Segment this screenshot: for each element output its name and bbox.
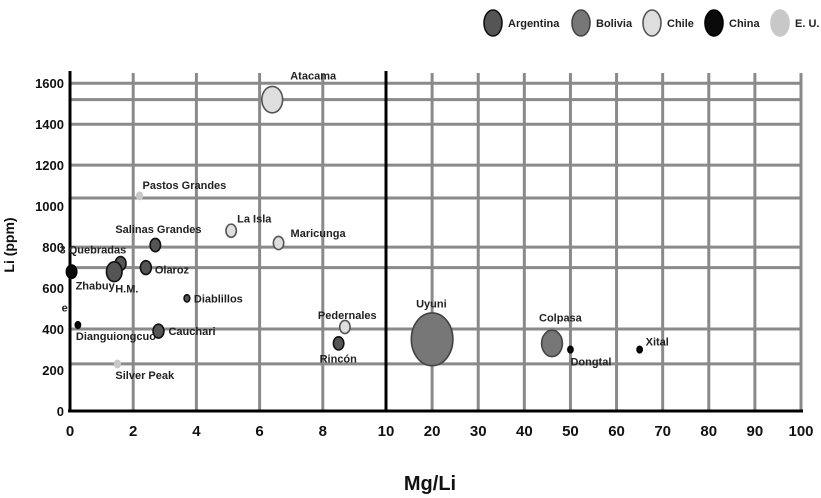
point-h-m- — [105, 261, 123, 283]
x-tick-label: 100 — [788, 423, 813, 440]
point-label: Pastos Grandes — [143, 180, 227, 192]
y-tick-label: 1400 — [35, 117, 64, 132]
legend-label: China — [729, 18, 760, 30]
x-tick-label: 90 — [747, 423, 764, 440]
x-axis-title: Mg/Li — [404, 473, 456, 495]
point-labels: Atacama Pastos Grandes La Isla Maricunga Sal… — [60, 71, 669, 382]
y-tick-label: 1600 — [35, 76, 64, 91]
point-label: Olaroz — [155, 265, 190, 277]
point-label: Colpasa — [539, 312, 583, 324]
legend-marker — [483, 9, 503, 37]
legend-label: Argentina — [508, 18, 560, 30]
point-olaroz — [139, 259, 153, 276]
y-tick-label: 400 — [42, 322, 64, 337]
point-label: Maricunga — [291, 228, 347, 240]
point-atacama — [261, 85, 284, 114]
point-label: Dongtal — [570, 357, 611, 369]
point-label: Atacama — [290, 71, 337, 83]
point-label: Uyuni — [416, 298, 447, 310]
axes — [68, 71, 803, 413]
point-label: H.M. — [115, 284, 138, 296]
tick-labels: 0 200 400 600 800 1000 1200 1400 1600 0 2 4 6 8 10 20 30… — [35, 76, 813, 440]
point-dianguiongcuo — [74, 320, 82, 330]
x-tick-label: 30 — [470, 423, 487, 440]
x-tick-label: 60 — [608, 423, 625, 440]
legend-marker — [642, 9, 662, 37]
y-tick-label: 1200 — [35, 158, 64, 173]
x-tick-label: 50 — [562, 423, 579, 440]
point-label: Rincón — [320, 353, 358, 365]
y-tick-label: 0 — [57, 404, 64, 419]
x-tick-label: 20 — [424, 423, 441, 440]
point-silver-peak — [113, 359, 122, 369]
legend-marker — [571, 9, 591, 37]
y-tick-label: 600 — [42, 281, 64, 296]
legend-marker — [770, 9, 790, 37]
point-label: 3 Quebradas — [60, 245, 127, 257]
point-label: Dianguiongcuo — [76, 331, 156, 343]
point-xitai — [636, 345, 644, 354]
point-dongtai — [567, 345, 574, 354]
gridlines — [70, 73, 803, 411]
legend-marker — [704, 9, 724, 37]
x-tick-label: 4 — [192, 423, 201, 440]
x-tick-label: 40 — [516, 423, 533, 440]
point-uyuni — [410, 312, 454, 367]
point-label: Xital — [646, 337, 669, 349]
y-tick-label: 200 — [42, 363, 64, 378]
point-pastos-grandes — [135, 191, 144, 201]
x-tick-label: 2 — [129, 423, 137, 440]
point-salinas-grandes — [149, 237, 162, 253]
x-tick-label: 80 — [700, 423, 717, 440]
legend: Argentina Bolivia Chile China E. U. — [483, 9, 819, 37]
point-label: Zhabuy — [76, 281, 116, 293]
y-axis-title: Li (ppm) — [1, 217, 17, 272]
point-label: Salinas Grandes — [115, 224, 201, 236]
point-label: La Isla — [237, 214, 272, 226]
x-tick-label: 0 — [66, 423, 74, 440]
point-la-isla — [225, 223, 238, 239]
point-label: Silver Peak — [115, 370, 175, 382]
data-points — [65, 85, 644, 369]
point-pedernales — [338, 319, 351, 335]
point-cauchari — [152, 323, 165, 339]
point-label: Cauchari — [168, 326, 215, 338]
point-label: Pedernales — [318, 310, 377, 322]
point-colpasa — [540, 329, 564, 358]
point-maricunga — [272, 235, 285, 251]
x-tick-label: 8 — [319, 423, 327, 440]
point-zhabuye — [65, 264, 78, 280]
point-label: Diablillos — [194, 293, 243, 305]
x-tick-label: 70 — [654, 423, 671, 440]
y-tick-label: 1000 — [35, 199, 64, 214]
point-rinc-n — [332, 335, 345, 351]
y-tick-label: 800 — [42, 240, 64, 255]
x-tick-label: 10 — [378, 423, 395, 440]
point-label: e — [62, 303, 68, 315]
point-diablillos — [183, 293, 191, 303]
legend-label: E. U. — [795, 18, 819, 30]
legend-label: Bolivia — [596, 18, 633, 30]
x-tick-label: 6 — [255, 423, 263, 440]
legend-label: Chile — [667, 18, 694, 30]
